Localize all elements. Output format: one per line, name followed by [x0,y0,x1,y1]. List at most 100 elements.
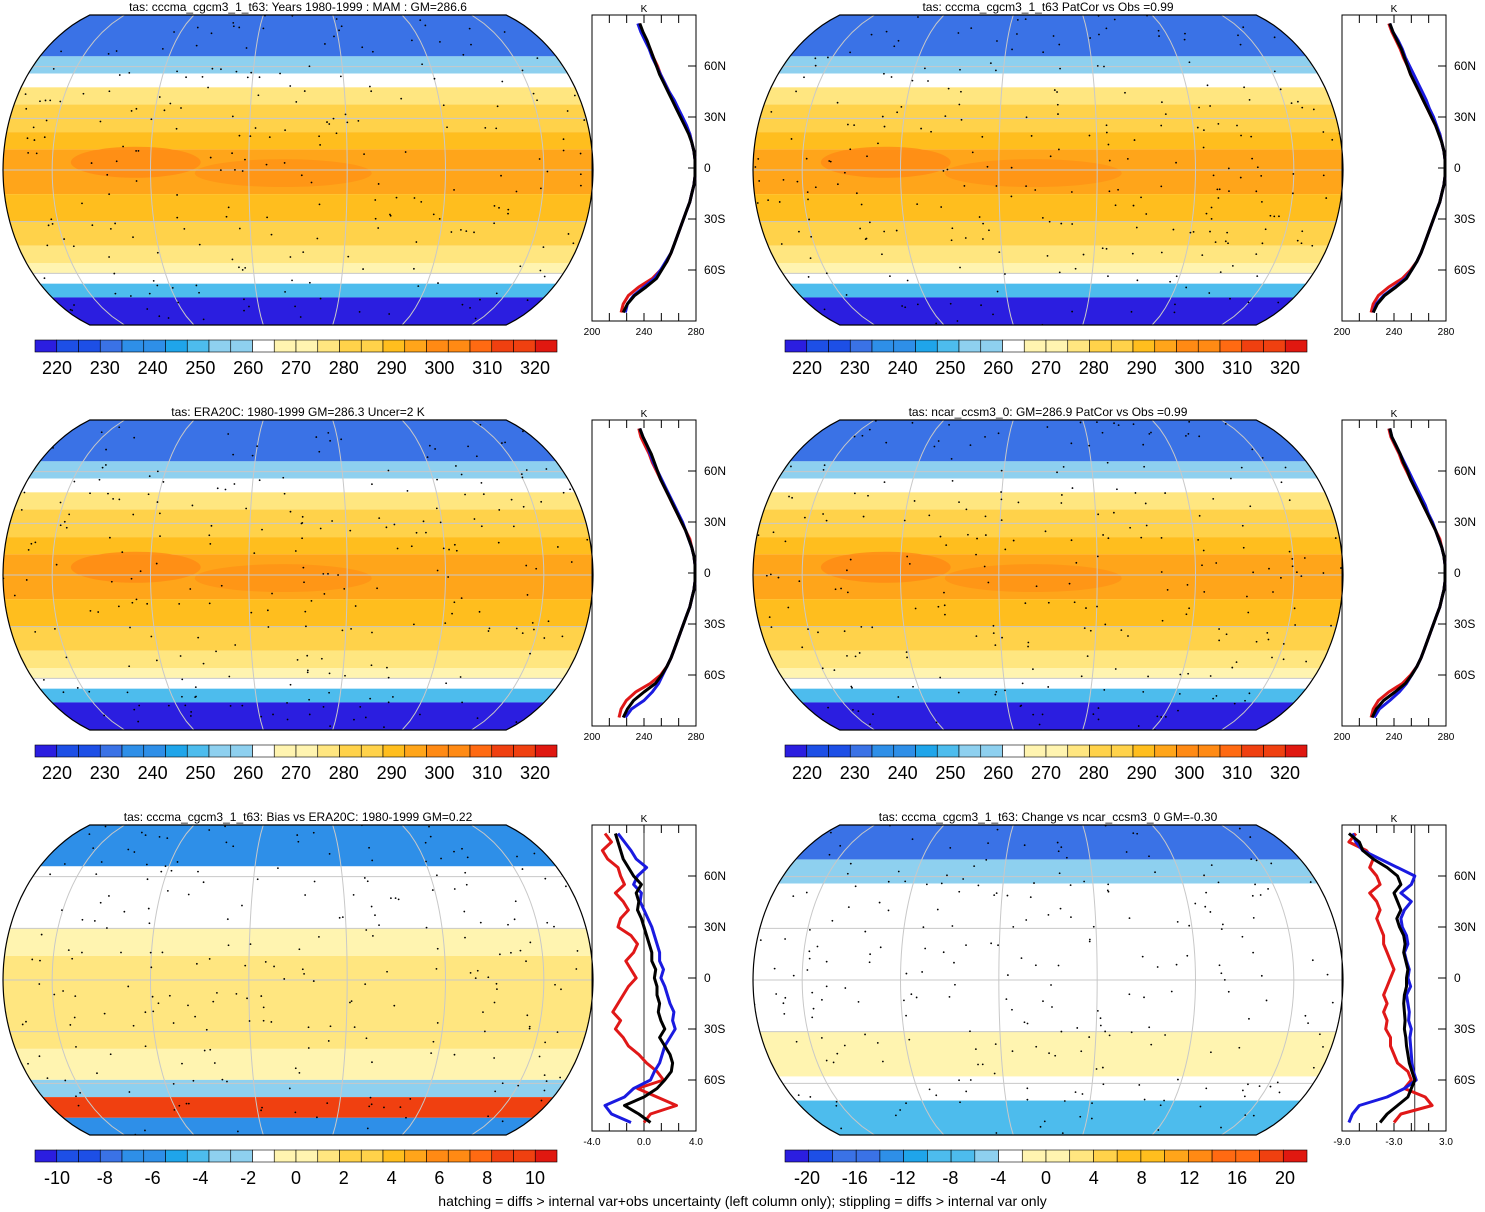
colorbar-box [828,339,851,353]
colorbar-box [1045,744,1069,758]
colorbar-box [980,339,1003,353]
y-tick-label: 30S [1454,1022,1475,1036]
zonal-mean-line [621,427,697,719]
colorbar-box [871,744,895,758]
colorbar-label: 230 [840,763,870,783]
colorbar-label: 290 [377,763,407,783]
y-tick-label: 30S [704,617,725,631]
colorbar-box [469,744,493,758]
x-tick-label: 240 [636,327,653,338]
zonal-mean-line [613,833,675,1124]
map-field [753,15,1343,325]
y-tick-label: 60N [704,59,726,73]
colorbar-label: 320 [1270,358,1300,378]
colorbar-box [1067,744,1090,758]
colorbar-label: 310 [472,763,502,783]
colorbar-box [1067,339,1090,353]
colorbar-box [855,1149,881,1163]
panel-graphics: 220 230 240 250 260 270 280 290 300 310 320 K 200 240… [752,409,1476,783]
colorbar-label: 230 [90,358,120,378]
x-tick-label: -4.0 [583,1137,601,1148]
map-title: tas: cccma_cgcm3_1_t63: Years 1980-1999 … [129,0,467,14]
map-title: tas: cccma_cgcm3_1_t63: Change vs ncar_c… [878,810,1218,824]
colorbar-box [1241,339,1264,353]
colorbar-label: 280 [1079,358,1109,378]
colorbar-label: 0 [291,1168,301,1188]
zonal-mean-frame [1341,419,1447,727]
colorbar-label: 270 [281,763,311,783]
y-tick-label: 30N [704,920,726,934]
x-axis-label: K [641,409,648,420]
colorbar-label: 8 [482,1168,492,1188]
x-tick-label: 240 [1386,327,1403,338]
colorbar-box [208,339,232,353]
colorbar-box [1154,339,1177,353]
colorbar-box [208,1149,232,1163]
colorbar-box [295,339,319,353]
y-tick-label: 30N [704,110,726,124]
colorbar-label: 220 [792,358,822,378]
map-field [753,420,1343,730]
colorbar-box [1176,339,1199,353]
colorbar-box [360,1149,384,1163]
colorbar-box [1154,744,1177,758]
zonal-mean-frame [1341,824,1447,1132]
colorbar-box [828,744,851,758]
colorbar-box [186,744,210,758]
colorbar-label: 260 [983,763,1013,783]
colorbar-box [513,1149,536,1163]
colorbar-box [1023,744,1047,758]
x-tick-label: 200 [1334,732,1351,743]
y-tick-label: 0 [704,566,711,580]
colorbar-box [927,1149,952,1163]
zonal-mean-frame [591,14,697,322]
zonal-mean-line [600,832,678,1124]
colorbar-box [99,744,123,758]
y-tick-label: 30N [704,515,726,529]
y-tick-label: 60N [1454,464,1476,478]
colorbar-box [78,339,101,353]
colorbar-box [230,339,253,353]
colorbar-label: -16 [842,1168,868,1188]
map-outline [2,824,594,1136]
colorbar-label: 240 [888,763,918,783]
y-tick-label: 30S [1454,617,1475,631]
colorbar-box [447,1149,471,1163]
colorbar-box [1188,1149,1213,1163]
panel-graphics: 220 230 240 250 260 270 280 290 300 310 320 K 200 240… [2,409,726,783]
panel-graphics: 220 230 240 250 260 270 280 290 300 310 320 K 200 240… [752,4,1476,378]
colorbar-label: 230 [840,358,870,378]
x-tick-label: 200 [584,732,601,743]
x-tick-label: 3.0 [1439,1137,1453,1148]
zonal-mean-line [603,832,677,1124]
colorbar-box [165,1149,188,1163]
panel: tas: ncar_ccsm3_0: GM=286.9 PatCor vs Ob… [750,405,1485,805]
colorbar-label: -6 [145,1168,161,1188]
colorbar-box [879,1149,904,1163]
colorbar-box [950,1149,976,1163]
map-field [3,420,593,730]
colorbar-label: 320 [520,358,550,378]
colorbar-box [78,1149,101,1163]
colorbar-box [784,339,808,353]
colorbar-box [78,744,101,758]
colorbar-box [208,744,232,758]
colorbar-label: 300 [424,763,454,783]
colorbar-box [1045,339,1069,353]
y-tick-label: 60S [704,1073,725,1087]
panel-graphics: -20 -16 -12 -8 -4 0 4 8 12 16 20 K -9.0 -3.0 3.0 60N 30N… [752,814,1476,1188]
colorbar-box [1089,744,1112,758]
colorbar-box [893,744,916,758]
colorbar-box [360,339,384,353]
colorbar-box [317,1149,340,1163]
panel: tas: cccma_cgcm3_1_t63: Bias vs ERA20C: … [0,810,740,1210]
colorbar-box [1045,1149,1071,1163]
colorbar-label: -8 [942,1168,958,1188]
map-title: tas: ERA20C: 1980-1999 GM=286.3 Uncer=2 … [171,405,425,419]
colorbar-label: 280 [1079,763,1109,783]
colorbar-label: 320 [1270,763,1300,783]
zonal-mean-line [621,22,697,314]
colorbar-box [382,744,406,758]
colorbar-label: 250 [935,763,965,783]
panel: tas: cccma_cgcm3_1_t63: Change vs ncar_c… [750,810,1485,1210]
